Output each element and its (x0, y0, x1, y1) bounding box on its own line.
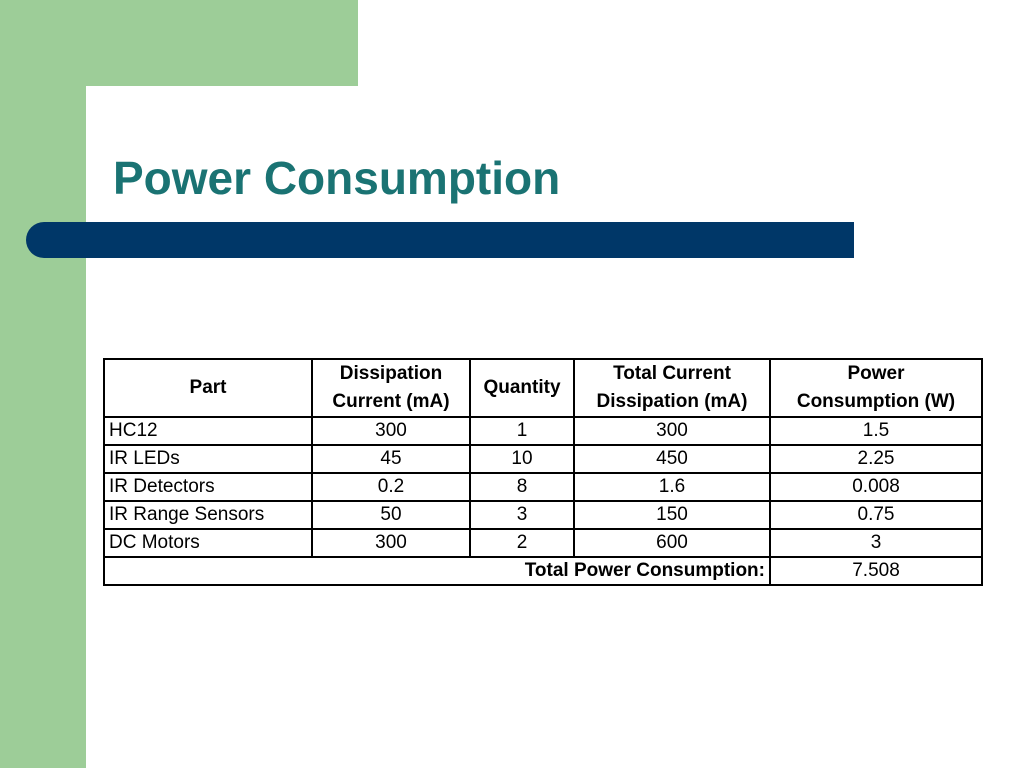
total-current-cell: 150 (573, 500, 771, 530)
quantity-cell: 10 (469, 444, 575, 474)
header-power-consumption: Power Consumption (W) (769, 358, 983, 418)
current-cell: 300 (311, 528, 471, 558)
part-cell: HC12 (103, 416, 313, 446)
header-dissipation-current: Dissipation Current (mA) (311, 358, 471, 418)
slide-title: Power Consumption (113, 152, 561, 204)
quantity-cell: 1 (469, 416, 575, 446)
power-cell: 0.008 (769, 472, 983, 502)
part-cell: IR Detectors (103, 472, 313, 502)
quantity-cell: 3 (469, 500, 575, 530)
header-part: Part (103, 358, 313, 418)
current-cell: 50 (311, 500, 471, 530)
power-cell: 1.5 (769, 416, 983, 446)
total-power-value: 7.508 (769, 556, 983, 586)
power-cell: 3 (769, 528, 983, 558)
power-cell: 2.25 (769, 444, 983, 474)
green-sidebar (0, 0, 86, 768)
rounded-content-corner (86, 86, 166, 166)
part-cell: IR Range Sensors (103, 500, 313, 530)
current-cell: 0.2 (311, 472, 471, 502)
total-power-label: Total Power Consumption: (103, 556, 771, 586)
current-cell: 300 (311, 416, 471, 446)
total-row: Total Power Consumption: 7.508 (103, 556, 983, 586)
part-cell: DC Motors (103, 528, 313, 558)
header-total-current: Total Current Dissipation (mA) (573, 358, 771, 418)
power-cell: 0.75 (769, 500, 983, 530)
total-current-cell: 300 (573, 416, 771, 446)
part-cell: IR LEDs (103, 444, 313, 474)
table-header-row: Part Dissipation Current (mA) Quantity T… (103, 358, 983, 418)
title-underline-bar (26, 222, 854, 258)
quantity-cell: 2 (469, 528, 575, 558)
green-top-band (0, 0, 358, 86)
quantity-cell: 8 (469, 472, 575, 502)
current-cell: 45 (311, 444, 471, 474)
total-current-cell: 600 (573, 528, 771, 558)
total-current-cell: 450 (573, 444, 771, 474)
total-current-cell: 1.6 (573, 472, 771, 502)
table-row: IR Detectors 0.2 8 1.6 0.008 (103, 472, 983, 502)
header-quantity: Quantity (469, 358, 575, 418)
table-row: DC Motors 300 2 600 3 (103, 528, 983, 558)
table-row: IR Range Sensors 50 3 150 0.75 (103, 500, 983, 530)
table-row: IR LEDs 45 10 450 2.25 (103, 444, 983, 474)
power-consumption-table: Part Dissipation Current (mA) Quantity T… (103, 358, 983, 586)
table-row: HC12 300 1 300 1.5 (103, 416, 983, 446)
